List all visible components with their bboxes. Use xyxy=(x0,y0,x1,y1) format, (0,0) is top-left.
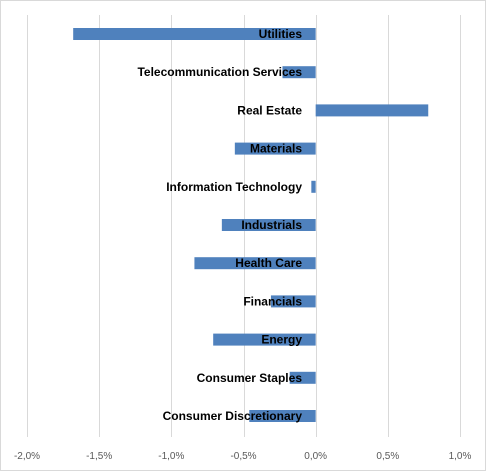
grid-lines xyxy=(27,15,461,437)
bar xyxy=(234,142,316,155)
category-label: Materials xyxy=(250,142,302,156)
bar xyxy=(282,66,316,79)
bar xyxy=(315,104,429,117)
bar xyxy=(194,257,316,270)
bar xyxy=(311,180,316,193)
x-tick-label: -2,0% xyxy=(14,451,40,462)
category-label: Consumer Staples xyxy=(197,371,303,385)
bar xyxy=(270,295,316,308)
x-tick-label: -1,0% xyxy=(158,451,184,462)
bar xyxy=(249,410,316,422)
category-label: Information Technology xyxy=(166,180,302,194)
bar xyxy=(289,371,316,384)
category-label: Financials xyxy=(243,294,302,308)
category-labels: Utilities Telecommunication Services Real … xyxy=(137,27,302,423)
category-label: Energy xyxy=(261,333,302,347)
category-label: Real Estate xyxy=(237,103,302,117)
bar xyxy=(221,219,316,231)
category-label: Utilities xyxy=(259,27,303,41)
bars xyxy=(73,28,429,422)
category-label: Health Care xyxy=(235,256,302,270)
x-axis-tick-labels: -2,0% -1,5% -1,0% -0,5% 0,0% 0,5% 1,0% xyxy=(14,451,472,462)
x-tick-label: 1,0% xyxy=(449,451,472,462)
x-tick-label: 0,0% xyxy=(304,451,327,462)
category-label: Industrials xyxy=(241,218,302,232)
x-tick-label: -0,5% xyxy=(230,451,256,462)
category-label: Telecommunication Services xyxy=(137,65,302,79)
category-label: Consumer Discretionary xyxy=(163,409,303,423)
x-tick-label: -1,5% xyxy=(86,451,112,462)
bar xyxy=(213,333,316,346)
bar xyxy=(73,28,316,40)
x-tick-label: 0,5% xyxy=(376,451,399,462)
